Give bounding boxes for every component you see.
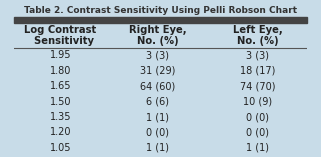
Text: 1.35: 1.35 <box>50 112 71 122</box>
Text: 1.05: 1.05 <box>50 143 71 153</box>
Text: 0 (0): 0 (0) <box>246 127 269 138</box>
Text: 1 (1): 1 (1) <box>246 143 269 153</box>
Text: 1 (1): 1 (1) <box>146 112 169 122</box>
Text: 1.65: 1.65 <box>50 81 71 91</box>
Text: 0 (0): 0 (0) <box>146 127 169 138</box>
Text: 0 (0): 0 (0) <box>246 112 269 122</box>
Text: 1.80: 1.80 <box>50 66 71 76</box>
Bar <box>13 17 308 23</box>
Text: 18 (17): 18 (17) <box>240 66 275 76</box>
Text: 74 (70): 74 (70) <box>240 81 275 91</box>
Text: 10 (9): 10 (9) <box>243 97 272 107</box>
Text: 1.95: 1.95 <box>50 50 71 60</box>
Text: Left Eye,
No. (%): Left Eye, No. (%) <box>233 24 282 46</box>
Text: Table 2. Contrast Sensitivity Using Pelli Robson Chart: Table 2. Contrast Sensitivity Using Pell… <box>24 6 297 15</box>
Text: Right Eye,
No. (%): Right Eye, No. (%) <box>129 24 187 46</box>
Text: 31 (29): 31 (29) <box>140 66 175 76</box>
Text: 1 (1): 1 (1) <box>146 143 169 153</box>
Text: 3 (3): 3 (3) <box>146 50 169 60</box>
Text: 1.20: 1.20 <box>50 127 71 138</box>
Text: 3 (3): 3 (3) <box>246 50 269 60</box>
Text: Log Contrast
  Sensitivity: Log Contrast Sensitivity <box>24 24 97 46</box>
Text: 64 (60): 64 (60) <box>140 81 175 91</box>
Text: 1.50: 1.50 <box>50 97 71 107</box>
Text: 6 (6): 6 (6) <box>146 97 169 107</box>
